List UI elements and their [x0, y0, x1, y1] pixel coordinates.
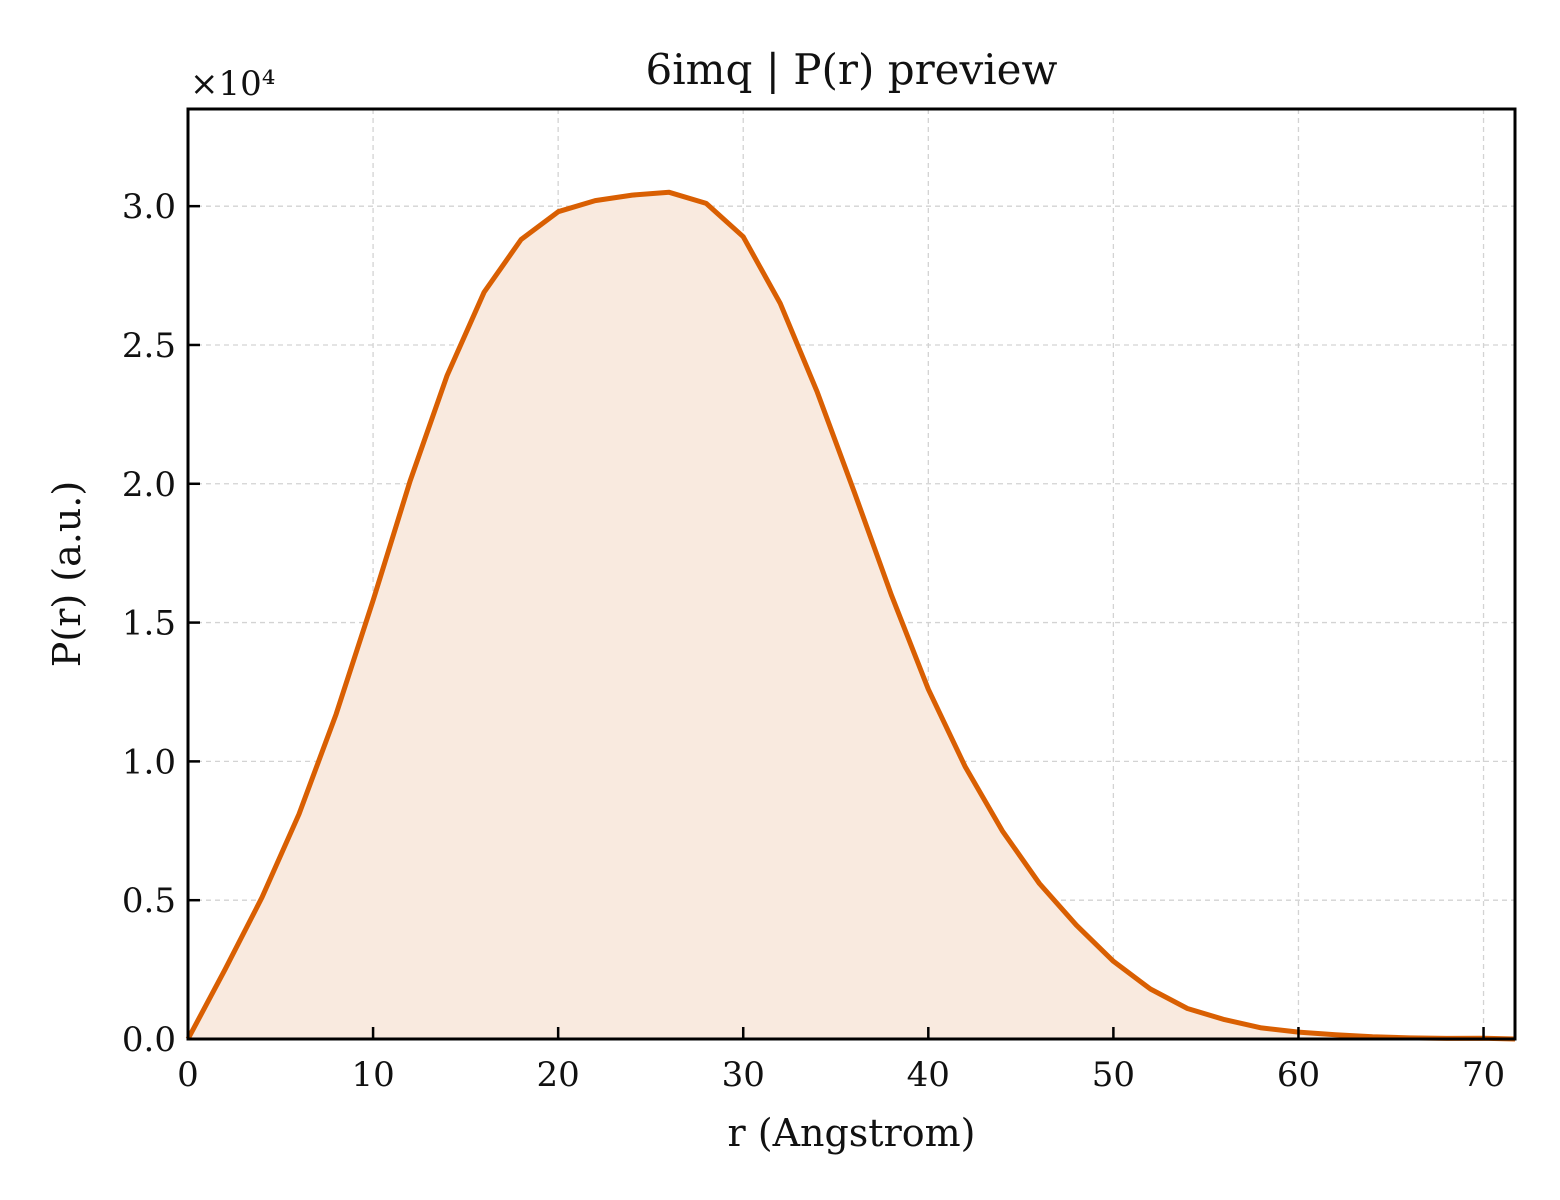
x-tick-label: 40 — [907, 1055, 950, 1095]
y-tick-label: 0.0 — [122, 1020, 176, 1060]
plot-frame — [186, 107, 1517, 1041]
x-tick-label: 0 — [177, 1055, 199, 1095]
area-fill — [188, 192, 1515, 1040]
y-tick-label: 2.5 — [122, 326, 176, 366]
y-multiplier-label: ×10⁴ — [190, 64, 275, 104]
x-tick-label: 50 — [1092, 1055, 1135, 1095]
x-axis-title: r (Angstrom) — [728, 1111, 976, 1155]
axis-ticks: 0 10 20 30 40 50 60 70 0.0 0.5 1.0 1.5 2.0 2.5 3.0 — [122, 187, 1505, 1095]
y-axis-title: P(r) (a.u.) — [45, 481, 89, 667]
y-tick-label: 2.0 — [122, 465, 176, 505]
y-tick-label: 1.0 — [122, 742, 176, 782]
y-tick-label: 3.0 — [122, 187, 176, 227]
chart-title: 6imq | P(r) preview — [646, 45, 1058, 94]
x-tick-label: 70 — [1462, 1055, 1505, 1095]
y-tick-label: 0.5 — [122, 881, 176, 921]
x-tick-label: 60 — [1277, 1055, 1320, 1095]
x-tick-label: 10 — [351, 1055, 394, 1095]
x-tick-label: 30 — [722, 1055, 765, 1095]
y-tick-label: 1.5 — [122, 604, 176, 644]
x-tick-label: 20 — [537, 1055, 580, 1095]
